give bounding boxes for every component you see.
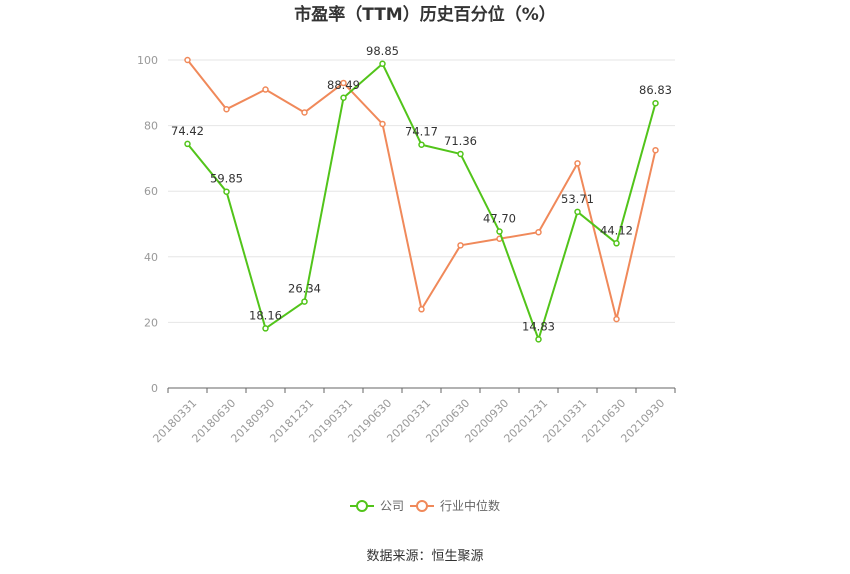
y-tick-label: 100 bbox=[137, 54, 158, 67]
data-point-company[interactable] bbox=[652, 99, 659, 107]
data-point-company[interactable] bbox=[613, 240, 620, 247]
data-point-industry-median[interactable] bbox=[340, 79, 347, 87]
legend-marker-company bbox=[356, 500, 368, 512]
data-label: 44.12 bbox=[600, 223, 633, 237]
legend-item-industry-median[interactable]: 行业中位数 bbox=[410, 498, 500, 513]
data-label: 71.36 bbox=[444, 134, 477, 148]
data-point-industry-median[interactable] bbox=[301, 109, 308, 116]
data-label: 86.83 bbox=[639, 83, 672, 97]
legend-label-company: 公司 bbox=[380, 499, 404, 513]
data-point-industry-median[interactable] bbox=[262, 86, 269, 93]
data-point-industry-median[interactable] bbox=[223, 105, 230, 113]
y-tick-label: 40 bbox=[144, 251, 158, 264]
data-point-industry-median[interactable] bbox=[574, 160, 581, 167]
legend-marker-industry-median bbox=[416, 500, 428, 512]
data-point-company[interactable] bbox=[223, 188, 230, 195]
data-label: 98.85 bbox=[366, 44, 399, 58]
data-labels: 74.42 59.85 18.16 26.34 88.49 98.85 74.17 71.36… bbox=[171, 44, 672, 334]
data-point-company[interactable] bbox=[262, 325, 269, 332]
data-label: 47.70 bbox=[483, 212, 516, 226]
y-tick-label: 0 bbox=[151, 382, 158, 395]
data-point-industry-median[interactable] bbox=[457, 242, 464, 249]
data-label: 59.85 bbox=[210, 172, 243, 186]
y-tick-label: 80 bbox=[144, 120, 158, 133]
chart-title: 市盈率（TTM）历史百分位（%） bbox=[294, 4, 556, 25]
data-point-industry-median[interactable] bbox=[613, 315, 620, 323]
y-tick-label: 20 bbox=[144, 316, 158, 329]
y-tick-label: 60 bbox=[144, 185, 158, 198]
data-label: 26.34 bbox=[288, 282, 321, 296]
series-layer bbox=[184, 56, 659, 343]
data-point-industry-median[interactable] bbox=[418, 306, 425, 313]
data-point-industry-median[interactable] bbox=[652, 146, 659, 154]
data-point-industry-median[interactable] bbox=[184, 56, 191, 64]
data-point-company[interactable] bbox=[184, 140, 191, 148]
data-label: 88.49 bbox=[327, 78, 360, 92]
legend: 公司 行业中位数 bbox=[350, 498, 500, 513]
data-point-company[interactable] bbox=[496, 228, 503, 235]
legend-label-industry-median: 行业中位数 bbox=[440, 498, 500, 513]
data-label: 74.17 bbox=[405, 125, 438, 139]
data-point-company[interactable] bbox=[379, 60, 386, 68]
series-line-industry-median bbox=[186, 59, 657, 321]
data-point-industry-median[interactable] bbox=[379, 120, 386, 128]
data-point-company[interactable] bbox=[418, 141, 425, 148]
data-label: 14.83 bbox=[522, 319, 555, 333]
data-point-company[interactable] bbox=[574, 208, 581, 216]
source-note: 数据来源：恒生聚源 bbox=[366, 549, 483, 564]
data-point-company[interactable] bbox=[535, 336, 542, 343]
data-point-company[interactable] bbox=[301, 298, 308, 305]
legend-item-company[interactable]: 公司 bbox=[350, 499, 404, 513]
data-label: 74.42 bbox=[171, 124, 204, 138]
data-point-company[interactable] bbox=[457, 150, 464, 158]
grid bbox=[168, 59, 675, 323]
data-point-company[interactable] bbox=[340, 94, 347, 102]
data-label: 53.71 bbox=[561, 192, 594, 206]
data-point-industry-median[interactable] bbox=[535, 228, 542, 236]
data-label: 18.16 bbox=[249, 308, 282, 322]
